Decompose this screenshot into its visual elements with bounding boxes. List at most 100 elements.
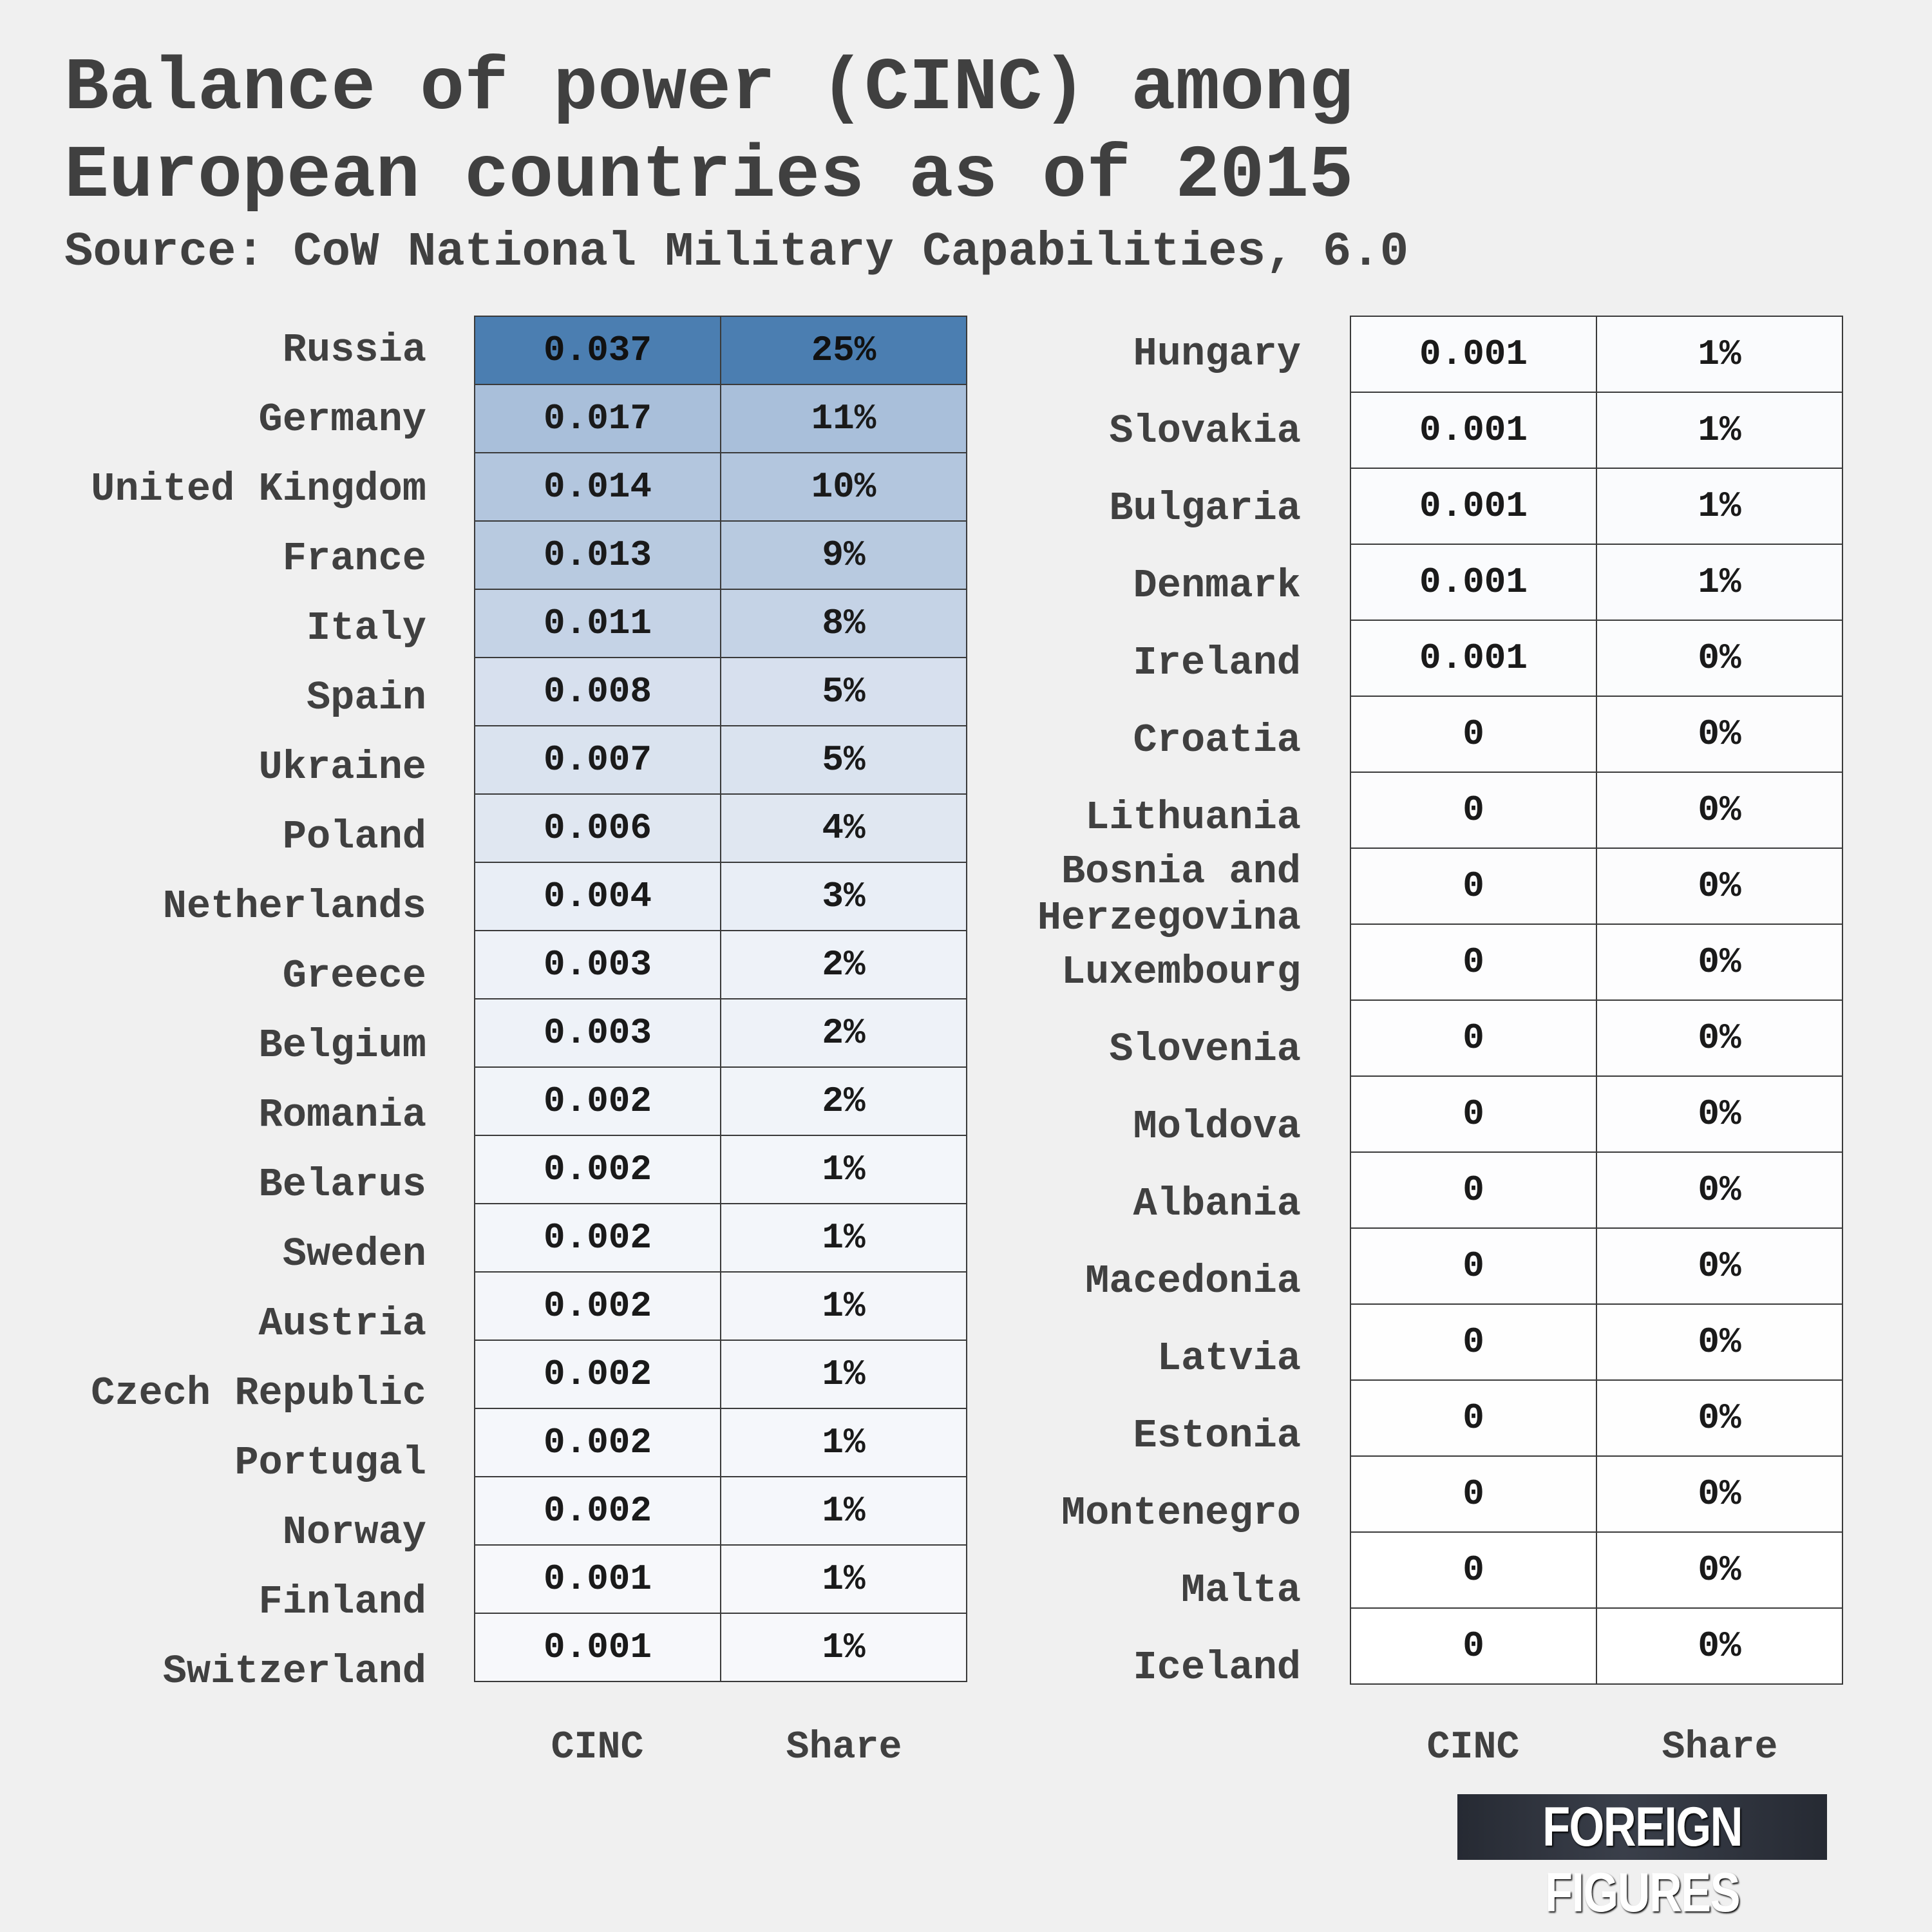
share-value: 0% xyxy=(1596,1455,1843,1533)
table-row: 0 0% xyxy=(1350,1075,1843,1153)
table-row: 0.004 3% xyxy=(474,862,967,931)
table-row: 0.006 4% xyxy=(474,793,967,863)
cinc-value: 0 xyxy=(1350,1379,1597,1457)
table-row: 0.003 2% xyxy=(474,930,967,999)
table-row: 0.002 1% xyxy=(474,1340,967,1409)
cinc-value: 0.004 xyxy=(474,862,721,931)
country-label: Netherlands xyxy=(162,884,426,929)
cinc-value: 0 xyxy=(1350,923,1597,1001)
table-row: 0 0% xyxy=(1350,1531,1843,1609)
country-label: Italy xyxy=(306,605,426,651)
table-row: 0 0% xyxy=(1350,1303,1843,1381)
share-value: 5% xyxy=(720,725,967,795)
share-value: 0% xyxy=(1596,1531,1843,1609)
country-label: Lithuania xyxy=(1085,795,1301,840)
country-label: Belgium xyxy=(258,1023,426,1068)
share-value: 0% xyxy=(1596,1151,1843,1229)
cinc-value: 0 xyxy=(1350,1607,1597,1685)
table-row: 0.002 2% xyxy=(474,1066,967,1136)
table-row: 0.013 9% xyxy=(474,520,967,590)
cinc-value: 0.002 xyxy=(474,1066,721,1136)
share-value: 0% xyxy=(1596,696,1843,773)
country-label: France xyxy=(282,536,426,582)
table-row: 0.002 1% xyxy=(474,1408,967,1477)
cinc-value: 0.001 xyxy=(474,1544,721,1614)
cinc-value: 0.002 xyxy=(474,1135,721,1204)
right-cinc-column-label: CINC xyxy=(1426,1726,1520,1770)
table-row: 0.001 1% xyxy=(474,1613,967,1682)
cinc-value: 0.002 xyxy=(474,1271,721,1341)
cinc-value: 0.001 xyxy=(474,1613,721,1682)
cinc-value: 0 xyxy=(1350,1151,1597,1229)
share-value: 1% xyxy=(1596,544,1843,621)
chart-subtitle: Source: CoW National Military Capabiliti… xyxy=(64,225,1409,279)
country-label: Greece xyxy=(282,953,426,999)
share-value: 8% xyxy=(720,589,967,658)
country-label: Estonia xyxy=(1133,1413,1301,1459)
country-label: Latvia xyxy=(1157,1336,1301,1381)
country-label: Austria xyxy=(258,1301,426,1347)
country-label: Romania xyxy=(258,1092,426,1138)
cinc-value: 0.003 xyxy=(474,930,721,999)
country-label: Bulgaria xyxy=(1109,486,1301,531)
table-row: 0.001 1% xyxy=(1350,316,1843,393)
share-value: 10% xyxy=(720,452,967,522)
table-row: 0.011 8% xyxy=(474,589,967,658)
country-label: Iceland xyxy=(1133,1645,1301,1690)
country-label: Finland xyxy=(258,1579,426,1625)
country-label: Malta xyxy=(1180,1567,1301,1613)
cinc-value: 0.014 xyxy=(474,452,721,522)
country-label: Slovenia xyxy=(1109,1027,1301,1072)
country-label: Spain xyxy=(306,675,426,721)
cinc-value: 0.001 xyxy=(1350,392,1597,469)
cinc-value: 0.001 xyxy=(1350,468,1597,545)
share-value: 0% xyxy=(1596,1227,1843,1305)
cinc-value: 0 xyxy=(1350,1227,1597,1305)
left-share-column-label: Share xyxy=(786,1726,902,1770)
country-label: Switzerland xyxy=(162,1649,426,1694)
cinc-value: 0.003 xyxy=(474,998,721,1068)
table-row: 0 0% xyxy=(1350,848,1843,925)
table-row: 0.001 0% xyxy=(1350,620,1843,697)
share-value: 0% xyxy=(1596,1607,1843,1685)
share-value: 1% xyxy=(720,1135,967,1204)
cinc-value: 0.013 xyxy=(474,520,721,590)
cinc-value: 0.007 xyxy=(474,725,721,795)
share-value: 1% xyxy=(1596,316,1843,393)
table-row: 0 0% xyxy=(1350,999,1843,1077)
country-label: Norway xyxy=(282,1510,426,1555)
table-row: 0 0% xyxy=(1350,696,1843,773)
country-label: Portugal xyxy=(234,1440,426,1486)
share-value: 3% xyxy=(720,862,967,931)
share-value: 1% xyxy=(720,1340,967,1409)
share-value: 1% xyxy=(720,1408,967,1477)
share-value: 1% xyxy=(1596,392,1843,469)
country-label: United Kingdom xyxy=(91,466,426,512)
table-row: 0 0% xyxy=(1350,1455,1843,1533)
cinc-value: 0 xyxy=(1350,1303,1597,1381)
share-value: 0% xyxy=(1596,999,1843,1077)
country-label: Hungary xyxy=(1133,331,1301,377)
cinc-value: 0 xyxy=(1350,1531,1597,1609)
table-row: 0.002 1% xyxy=(474,1135,967,1204)
country-label: Macedonia xyxy=(1085,1258,1301,1304)
share-value: 0% xyxy=(1596,620,1843,697)
share-value: 4% xyxy=(720,793,967,863)
table-row: 0.002 1% xyxy=(474,1271,967,1341)
chart-title: Balance of power (CINC) among European c… xyxy=(64,46,1354,218)
share-value: 0% xyxy=(1596,1075,1843,1153)
cinc-value: 0.008 xyxy=(474,657,721,726)
table-row: 0 0% xyxy=(1350,923,1843,1001)
cinc-value: 0.037 xyxy=(474,316,721,385)
table-row: 0 0% xyxy=(1350,1607,1843,1685)
cinc-value: 0.002 xyxy=(474,1476,721,1546)
share-value: 9% xyxy=(720,520,967,590)
cinc-value: 0.002 xyxy=(474,1203,721,1273)
cinc-value: 0.006 xyxy=(474,793,721,863)
share-value: 1% xyxy=(720,1476,967,1546)
country-label: Belarus xyxy=(258,1162,426,1208)
share-value: 2% xyxy=(720,998,967,1068)
right-data-table: 0.001 1% 0.001 1% 0.001 1% 0.001 1% 0.001 0% 0 0% 0 0… xyxy=(1350,316,1843,1685)
share-value: 1% xyxy=(1596,468,1843,545)
cinc-value: 0 xyxy=(1350,1075,1597,1153)
